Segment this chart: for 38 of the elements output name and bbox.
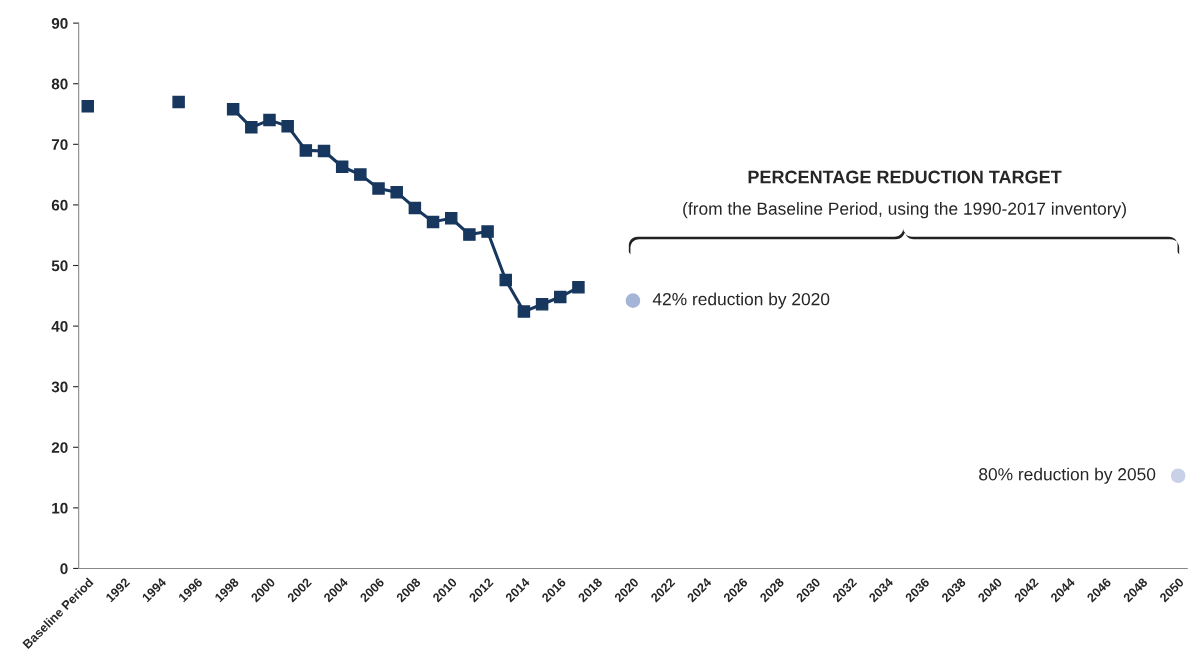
point (281, 119, 294, 133)
y-tick-label: 30 (51, 381, 68, 393)
point (426, 215, 440, 229)
point (372, 182, 385, 195)
point (625, 293, 641, 308)
point (554, 290, 567, 304)
point (81, 99, 95, 113)
y-tick-label: 20 (51, 442, 68, 453)
point (245, 121, 258, 134)
point (572, 281, 585, 294)
point (299, 144, 313, 157)
y-tick-label: 50 (51, 260, 68, 272)
y-tick-label: 90 (51, 18, 68, 29)
annotation: (from the Baseline Period, using the 1990-2017 inventory) (683, 202, 1126, 219)
point (317, 144, 331, 158)
point (263, 113, 276, 127)
annotation: 80% reduction by 2050 (979, 467, 1156, 484)
y-tick-label: 70 (51, 139, 68, 150)
point (1170, 468, 1186, 484)
y-tick-label: 80 (51, 78, 68, 90)
point (463, 228, 476, 241)
y-tick-label: 60 (51, 199, 68, 211)
y-tick-label: 40 (51, 320, 68, 332)
annotation: 42% reduction by 2020 (652, 292, 830, 309)
point (354, 168, 367, 181)
annotation: PERCENTAGE REDUCTION TARGET (748, 170, 1062, 184)
point (390, 185, 403, 199)
point (481, 225, 494, 238)
y-tick-label: 0 (60, 563, 68, 575)
point (535, 298, 549, 311)
point (172, 95, 185, 109)
point (517, 305, 531, 318)
point (335, 160, 349, 173)
point (408, 201, 422, 215)
y-tick-label: 10 (52, 502, 68, 514)
point (499, 273, 512, 287)
point (444, 211, 458, 225)
point (226, 102, 240, 116)
